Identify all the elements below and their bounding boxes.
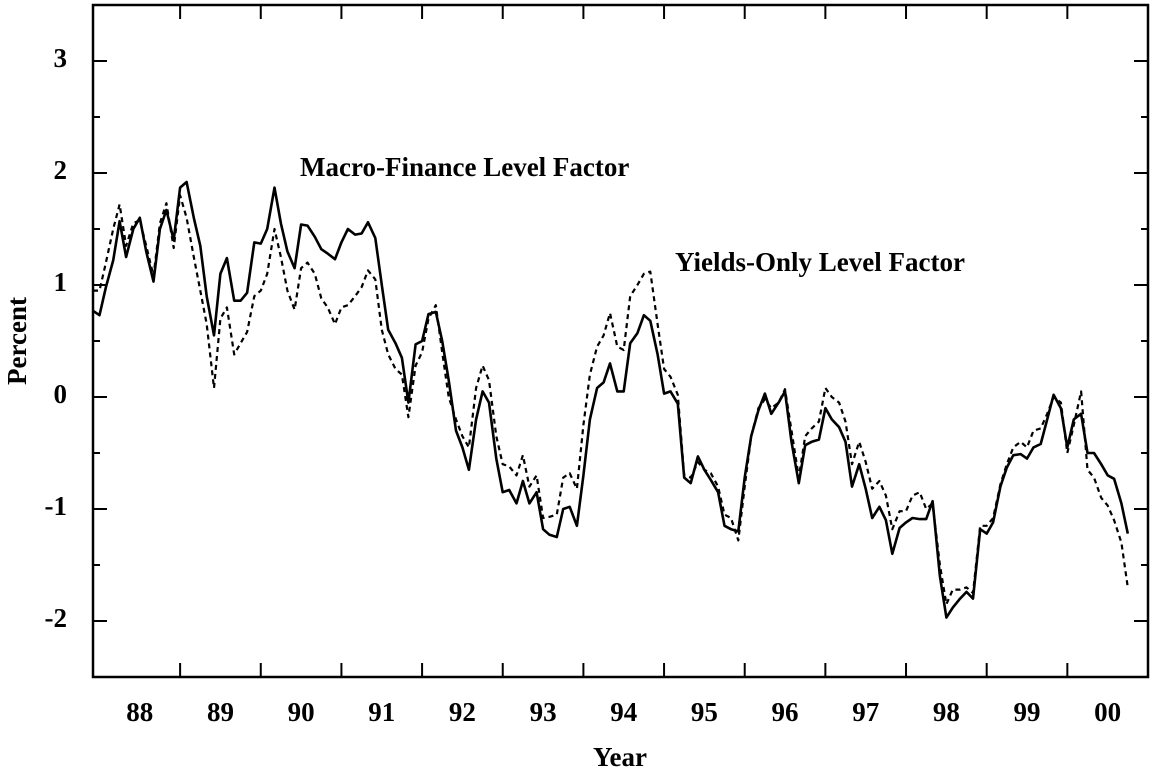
y-axis-label: Percent	[2, 297, 32, 385]
x-tick-label: 91	[368, 697, 395, 727]
x-axis-label: Year	[593, 742, 647, 772]
x-tick-label: 98	[933, 697, 960, 727]
x-tick-label: 97	[852, 697, 879, 727]
plot-frame	[91, 3, 1150, 679]
annotation: Yields-Only Level Factor	[675, 247, 965, 277]
y-tick-label: -2	[45, 603, 68, 633]
annotation: Macro-Finance Level Factor	[300, 152, 629, 182]
y-tick-label: 0	[54, 379, 68, 409]
series-line	[92, 180, 1130, 619]
x-tick-label: 93	[530, 697, 557, 727]
y-tick-label: -1	[45, 491, 68, 521]
x-tick-label: 88	[126, 697, 153, 727]
x-tick-label: 92	[449, 697, 476, 727]
y-tick-label: 2	[54, 155, 68, 185]
x-tick-label: 99	[1014, 697, 1041, 727]
y-tick-label: 1	[54, 267, 68, 297]
x-tick-label: 00	[1094, 697, 1121, 727]
x-tick-label: 90	[288, 697, 315, 727]
x-tick-label: 94	[610, 697, 637, 727]
series-line	[93, 194, 1129, 606]
x-tick-label: 95	[691, 697, 718, 727]
x-tick-label: 89	[207, 697, 234, 727]
x-tick-label: 96	[772, 697, 799, 727]
y-tick-label: 3	[54, 43, 68, 73]
